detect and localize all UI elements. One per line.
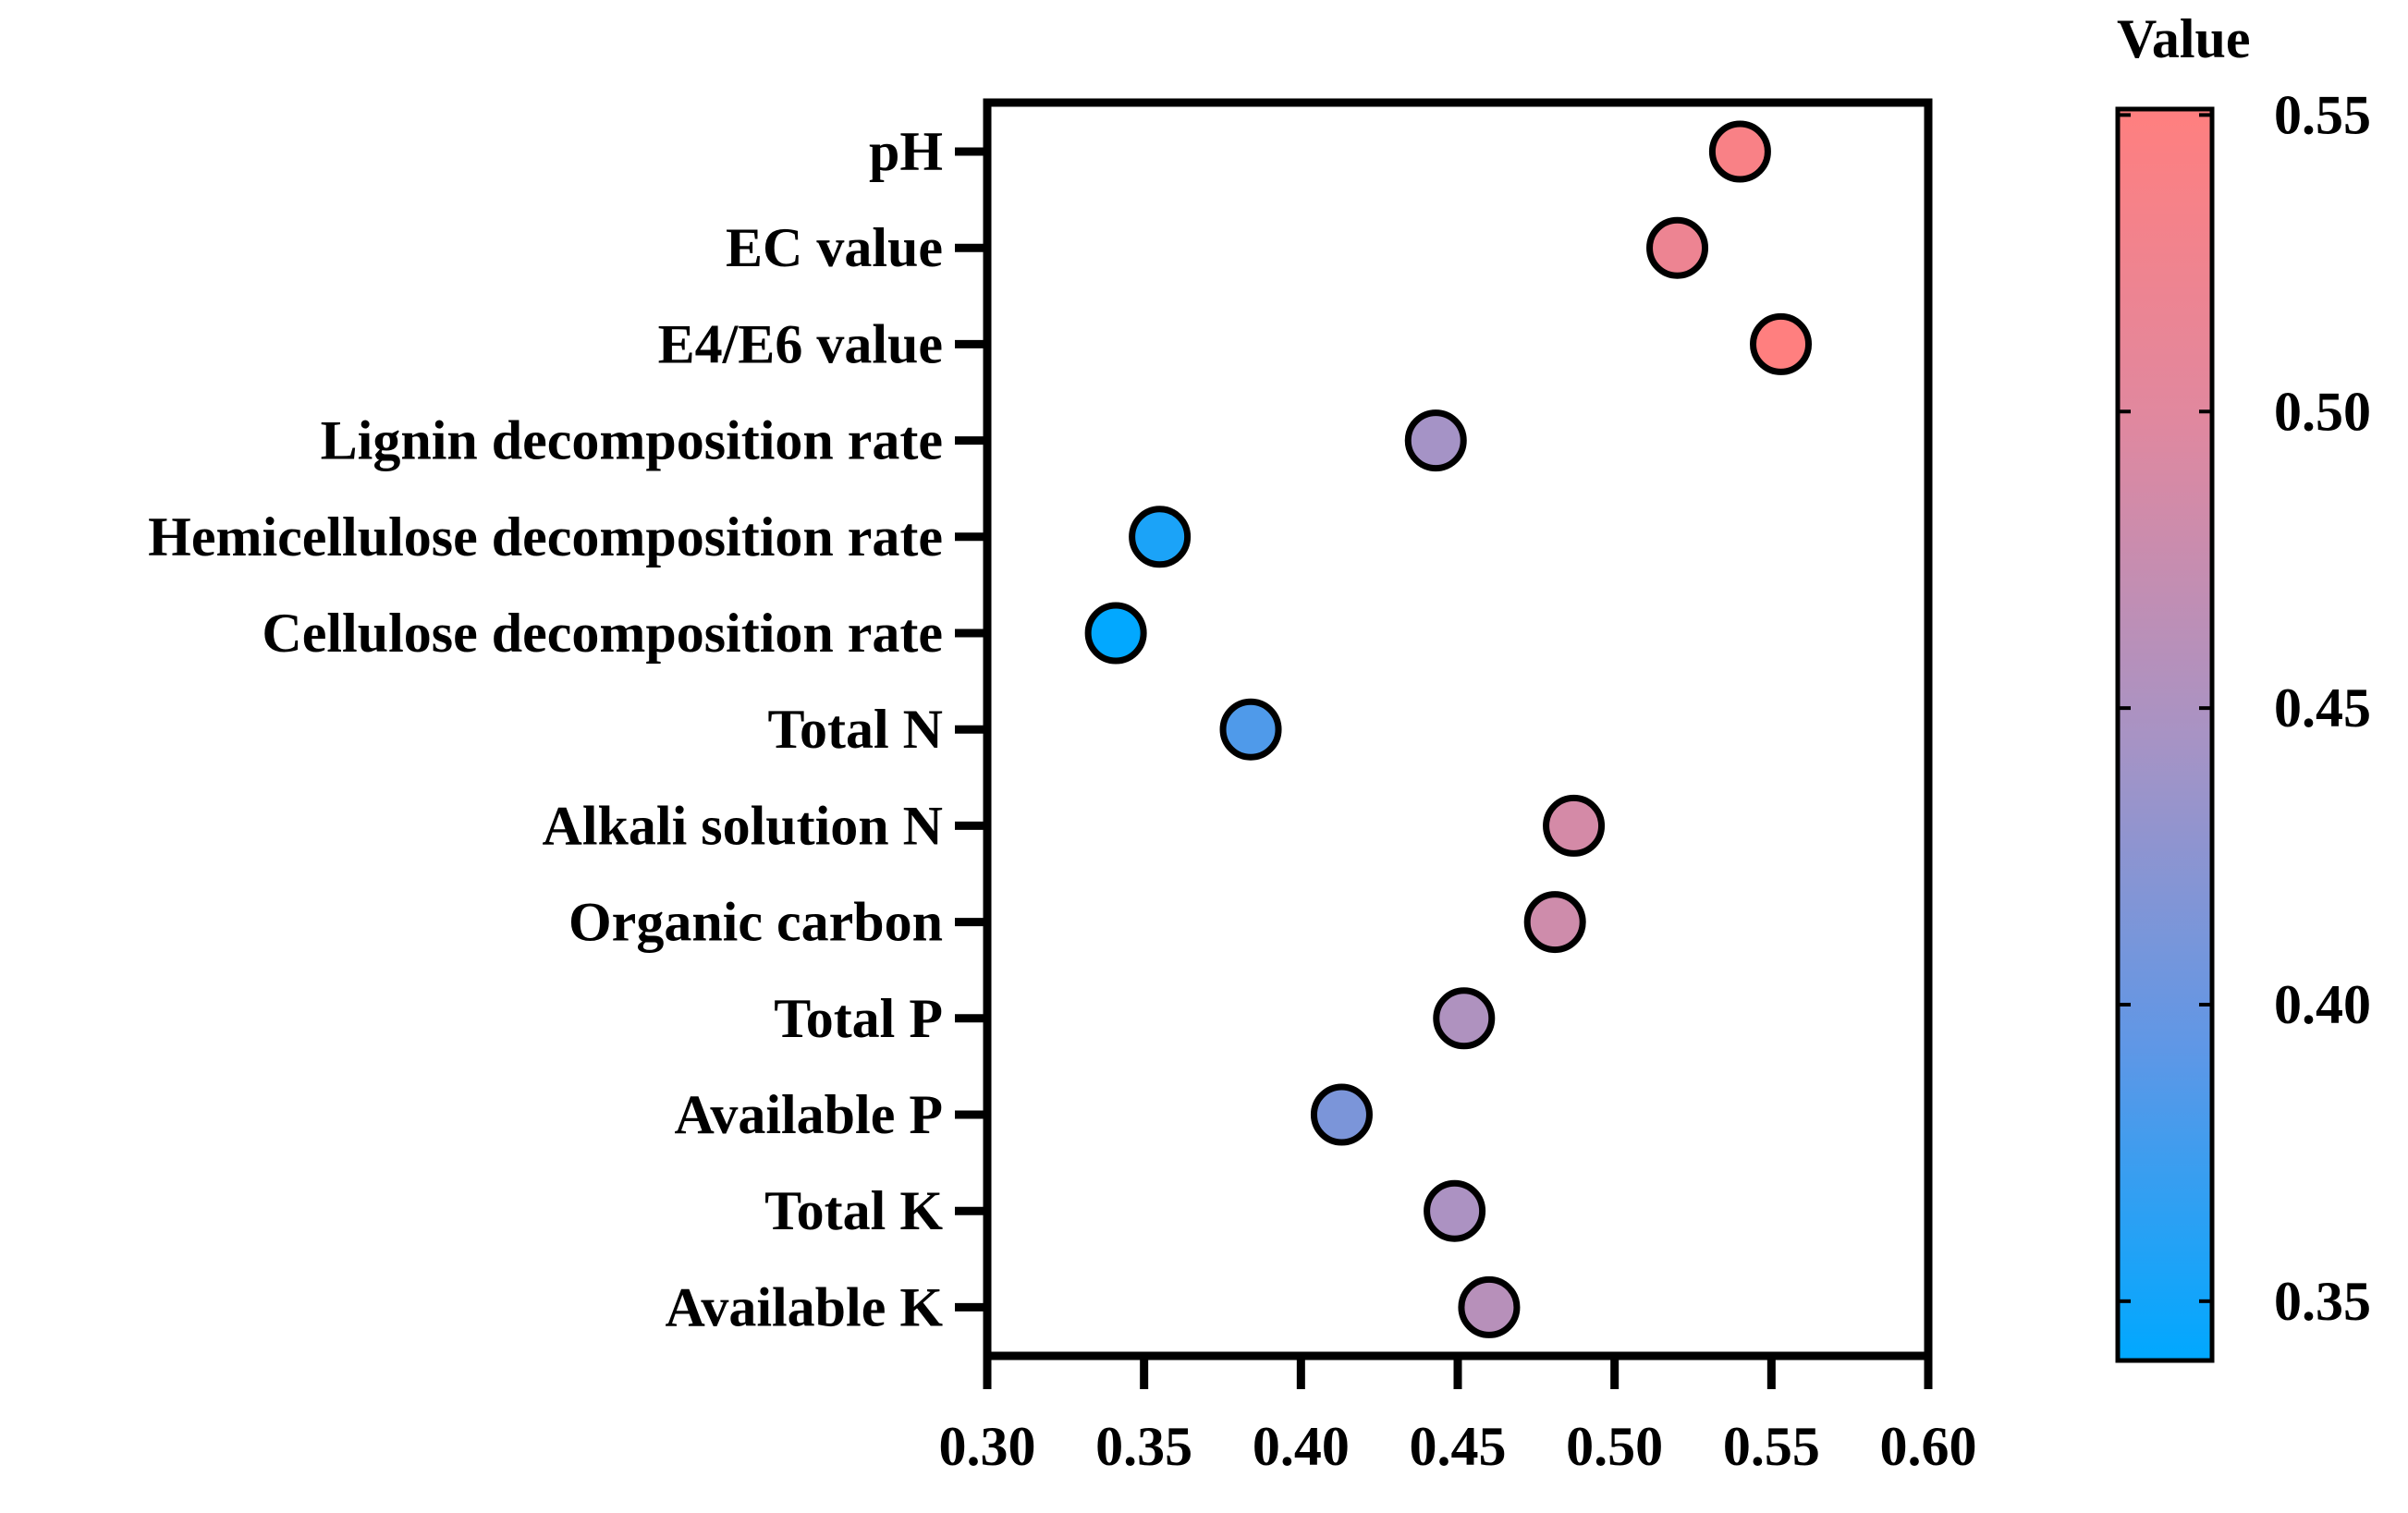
x-tick-label: 0.35 [1095,1416,1192,1477]
colorbar-tick-label: 0.50 [2274,381,2371,442]
category-label: Hemicellulose decomposition rate [148,506,943,567]
colorbar-ticks: 0.35 0.40 0.45 0.50 0.55 [2118,84,2371,1332]
data-point [1523,891,1586,954]
data-point [1708,120,1771,183]
y-axis-ticks [955,147,987,1312]
category-label: Available P [674,1084,943,1145]
category-labels: pH EC value E4/E6 value Lignin decompositio… [148,121,943,1337]
data-point [1433,987,1496,1050]
data-point [1404,409,1467,472]
x-axis-ticks [983,1356,1933,1389]
category-label: Cellulose decomposition rate [262,603,943,664]
data-point [1646,216,1709,279]
x-tick-label: 0.55 [1723,1416,1820,1477]
category-label: E4/E6 value [658,313,943,374]
category-label: Available K [665,1276,943,1337]
data-point [1310,1083,1373,1146]
category-label: Total P [774,988,943,1049]
colorbar-gradient [2115,106,2215,1363]
colorbar-tick-label: 0.35 [2274,1271,2371,1332]
category-label: Total K [764,1180,943,1241]
data-point [1543,794,1606,857]
category-label: pH [869,121,943,182]
data-point [1424,1179,1486,1242]
x-tick-label: 0.60 [1880,1416,1977,1477]
x-tick-label: 0.40 [1253,1416,1350,1477]
data-point [1750,312,1813,375]
category-label: Lignin decomposition rate [321,410,943,471]
colorbar-tick-label: 0.55 [2274,84,2371,145]
category-label: Organic carbon [568,892,943,953]
x-axis-tick-labels: 0.30 0.35 0.40 0.45 0.50 0.55 0.60 [939,1416,1977,1477]
colorbar-title: Value [2117,8,2251,69]
data-point [1084,602,1147,665]
category-label: Alkali solution N [543,795,943,856]
x-tick-label: 0.45 [1410,1416,1507,1477]
data-point [1458,1275,1521,1338]
x-tick-label: 0.50 [1566,1416,1663,1477]
plot-frame [983,98,1933,1360]
data-point [1129,506,1192,568]
x-tick-label: 0.30 [939,1416,1036,1477]
category-label: Total N [768,699,944,760]
colorbar-tick-label: 0.40 [2274,974,2371,1035]
data-points [1084,120,1813,1338]
category-label: EC value [726,217,943,278]
data-point [1219,698,1282,761]
colorbar-tick-label: 0.45 [2274,677,2371,738]
